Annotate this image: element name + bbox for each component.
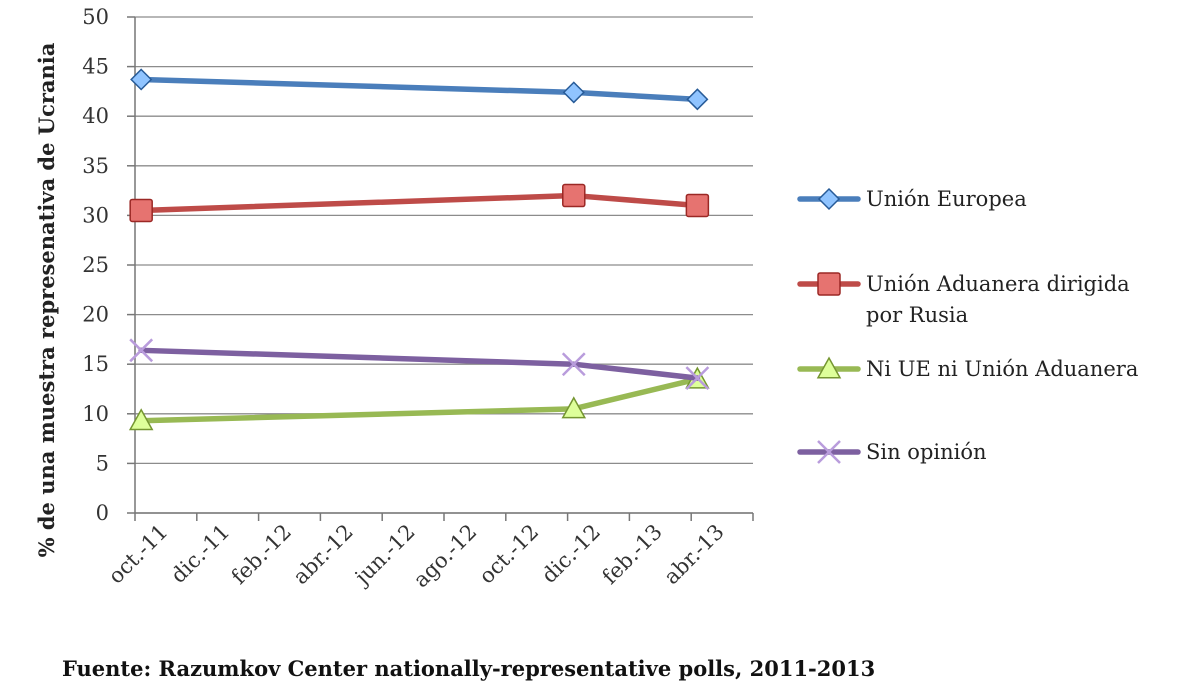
x-tick-label: oct.-11: [104, 520, 173, 589]
y-tick-label: 5: [96, 451, 109, 475]
y-tick-label: 30: [82, 203, 109, 227]
series-layer: [128, 68, 710, 431]
data-point-3-0: [129, 338, 154, 363]
legend-marker: [817, 272, 841, 296]
legend-label: Sin opinión: [866, 440, 987, 464]
legend-entry-0: Unión Europea: [797, 187, 1027, 211]
legend-entry-1: Unión Aduanera dirigida por Rusia: [797, 272, 1130, 327]
x-tick-label: feb.-13: [598, 520, 667, 589]
y-tick-label: 0: [96, 501, 109, 525]
legend-marker: [817, 440, 841, 464]
y-tick-label: 45: [82, 55, 109, 79]
legend: Unión Europea Unión Aduanera dirigida por …: [797, 187, 1138, 464]
legend-entry-2: Ni UE ni Unión Aduanera: [797, 356, 1138, 381]
legend-label: Unión Europea: [866, 187, 1027, 211]
legend-marker: [817, 187, 841, 211]
y-tick-labels: 0 5 10 15 20 25 30 35 40 45 50: [82, 5, 109, 525]
data-point-2-0: [128, 408, 154, 431]
x-tick-label: feb.-12: [227, 520, 296, 589]
y-tick-label: 50: [82, 5, 109, 29]
y-tick-label: 15: [82, 352, 109, 376]
data-point-3-1: [561, 352, 586, 377]
legend-label: Unión Aduanera dirigida por Rusia: [866, 272, 1130, 327]
source-note: Fuente: Razumkov Center nationally-repre…: [62, 656, 876, 681]
axes: [127, 16, 754, 521]
data-point-1-0: [129, 198, 153, 223]
x-tick-label: abr.-13: [659, 520, 728, 589]
y-tick-label: 10: [82, 402, 109, 426]
y-tick-label: 40: [82, 104, 109, 128]
data-point-3-2: [685, 366, 710, 390]
series-line-0: [138, 76, 701, 103]
data-point-2-1: [561, 396, 587, 419]
x-tick-label: dic.-12: [537, 520, 605, 588]
data-point-1-2: [685, 193, 710, 218]
data-point-1-1: [562, 183, 586, 208]
y-tick-label: 25: [82, 253, 109, 277]
y-tick-label: 35: [82, 154, 109, 178]
legend-entry-3: Sin opinión: [797, 440, 987, 464]
data-point-0-2: [686, 88, 709, 111]
y-tick-label: 20: [82, 303, 109, 327]
legend-marker: [816, 356, 842, 379]
x-tick-labels: oct.-11dic.-11feb.-12abr.-12jun.-12ago.-…: [104, 520, 729, 593]
series-line-1: [138, 192, 701, 214]
y-axis-label: % de una muestra represenativa de Ucrani…: [34, 42, 59, 557]
x-tick-label: ago.-12: [409, 520, 482, 593]
x-tick-label: jun.-12: [348, 520, 419, 591]
data-point-0-0: [130, 68, 153, 91]
data-point-0-1: [562, 81, 585, 104]
gridlines: [135, 16, 753, 514]
x-tick-label: oct.-12: [474, 520, 543, 589]
x-tick-label: abr.-12: [288, 520, 357, 589]
x-tick-label: dic.-11: [166, 520, 234, 588]
series-line-2: [138, 376, 701, 424]
legend-label: Ni UE ni Unión Aduanera: [866, 357, 1138, 381]
